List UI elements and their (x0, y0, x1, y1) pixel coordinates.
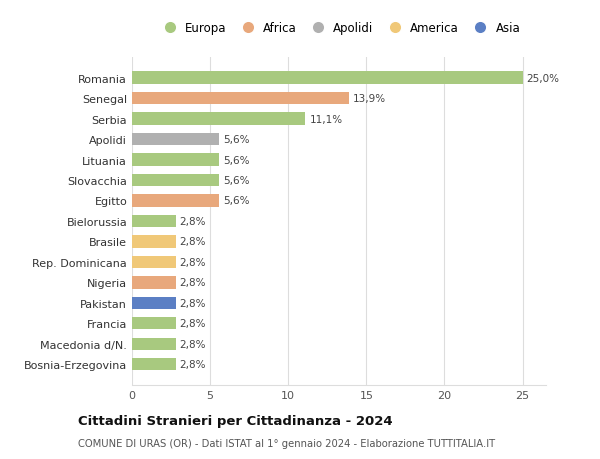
Bar (132, 256, 176, 269)
Text: 2,8%: 2,8% (179, 217, 206, 226)
Text: 25,0%: 25,0% (526, 73, 559, 84)
Bar (132, 154, 220, 166)
Text: 5,6%: 5,6% (223, 196, 250, 206)
Bar (132, 93, 349, 105)
Bar (132, 195, 220, 207)
Bar (132, 215, 176, 228)
Bar (132, 236, 176, 248)
Bar (132, 277, 176, 289)
Bar (132, 174, 220, 187)
Bar (132, 72, 523, 84)
Text: 2,8%: 2,8% (179, 278, 206, 288)
Text: 2,8%: 2,8% (179, 359, 206, 369)
Text: COMUNE DI URAS (OR) - Dati ISTAT al 1° gennaio 2024 - Elaborazione TUTTITALIA.IT: COMUNE DI URAS (OR) - Dati ISTAT al 1° g… (78, 438, 495, 448)
Text: 2,8%: 2,8% (179, 237, 206, 247)
Text: 13,9%: 13,9% (353, 94, 386, 104)
Text: 11,1%: 11,1% (310, 114, 343, 124)
Bar (132, 318, 176, 330)
Text: 2,8%: 2,8% (179, 257, 206, 267)
Bar (132, 297, 176, 309)
Text: 5,6%: 5,6% (223, 135, 250, 145)
Text: 2,8%: 2,8% (179, 339, 206, 349)
Bar (132, 134, 220, 146)
Text: Cittadini Stranieri per Cittadinanza - 2024: Cittadini Stranieri per Cittadinanza - 2… (78, 414, 392, 428)
Text: 2,8%: 2,8% (179, 298, 206, 308)
Legend: Europa, Africa, Apolidi, America, Asia: Europa, Africa, Apolidi, America, Asia (153, 17, 525, 40)
Bar (132, 338, 176, 350)
Bar (132, 113, 305, 125)
Bar (132, 358, 176, 371)
Text: 5,6%: 5,6% (223, 155, 250, 165)
Text: 5,6%: 5,6% (223, 176, 250, 185)
Text: 2,8%: 2,8% (179, 319, 206, 329)
